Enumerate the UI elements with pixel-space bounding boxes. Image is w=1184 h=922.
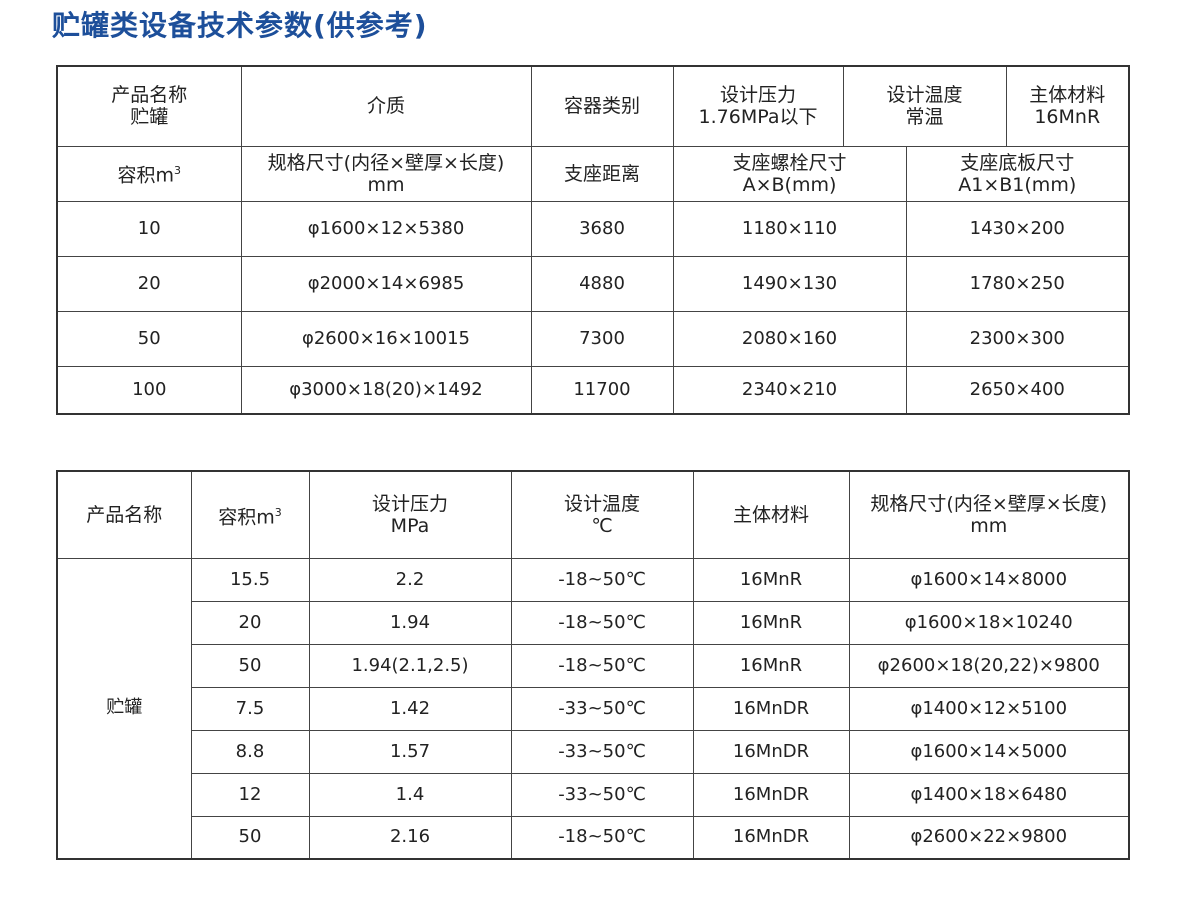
table-cell: 2.2 [308, 557, 512, 602]
table-cell: φ1600×14×5000 [848, 729, 1130, 774]
table-cell: 16MnDR [692, 772, 850, 817]
table-cell: 16MnR [692, 600, 850, 645]
table-row: 8.8 1.57 -33~50℃ 16MnDR φ1600×14×5000 [57, 729, 1130, 774]
table-cell: 50 [56, 310, 242, 367]
table-row: 10 φ1600×12×5380 3680 1180×110 1430×200 [56, 200, 1130, 257]
tank-spec-table-1: 产品名称 贮罐 介质 容器类别 设计压力 1.76MPa以下 设计温度 常温 主体材料… [56, 65, 1131, 415]
table-cell: φ2600×16×10015 [240, 310, 532, 367]
header-cell: 产品名称 [56, 470, 192, 559]
table-cell: -18~50℃ [510, 557, 694, 602]
table-cell: 1.42 [308, 686, 512, 731]
table-cell: 2080×160 [672, 310, 907, 367]
tank-spec-table-2: 产品名称 容积m3 设计压力 MPa 设计温度 ℃ 主体材料 规格尺寸(内径×壁厚×… [56, 470, 1130, 860]
table-cell: -33~50℃ [510, 772, 694, 817]
table-cell: 7.5 [190, 686, 310, 731]
table-cell: 20 [190, 600, 310, 645]
table-cell: 1490×130 [672, 255, 907, 312]
table-row: 50 1.94(2.1,2.5) -18~50℃ 16MnR φ2600×18(20,2… [57, 643, 1130, 688]
table-cell: 3680 [530, 200, 674, 257]
header-cell: 规格尺寸(内径×壁厚×长度) mm [848, 470, 1130, 559]
table-cell: 8.8 [190, 729, 310, 774]
header-cell: 规格尺寸(内径×壁厚×长度) mm [240, 145, 532, 202]
table-cell: 2340×210 [672, 365, 907, 415]
table-cell: 1430×200 [905, 200, 1130, 257]
table-cell: 11700 [530, 365, 674, 415]
table-cell: 50 [190, 815, 310, 860]
table-cell: 2300×300 [905, 310, 1130, 367]
table2-header-row: 产品名称 容积m3 设计压力 MPa 设计温度 ℃ 主体材料 规格尺寸(内径×壁厚×… [56, 470, 1130, 559]
table-cell: 16MnDR [692, 686, 850, 731]
table-cell: 2.16 [308, 815, 512, 860]
page-title: 贮罐类设备技术参数(供参考) [52, 9, 428, 42]
header-cell: 容积m3 [56, 145, 242, 202]
header-cell: 容积m3 [190, 470, 310, 559]
header-cell: 产品名称 贮罐 [56, 65, 242, 147]
header-cell: 介质 [240, 65, 532, 147]
table-row: 100 φ3000×18(20)×1492 11700 2340×210 2650×40… [56, 365, 1130, 415]
table-cell: -18~50℃ [510, 643, 694, 688]
table-cell: 16MnDR [692, 815, 850, 860]
table-cell: 12 [190, 772, 310, 817]
header-cell: 设计压力 MPa [308, 470, 512, 559]
table-cell: -33~50℃ [510, 729, 694, 774]
product-name-cell: 贮罐 [56, 557, 192, 860]
table-cell: 16MnR [692, 557, 850, 602]
table1-header-row-2: 容积m3 规格尺寸(内径×壁厚×长度) mm 支座距离 支座螺栓尺寸 A×B(mm)… [56, 145, 1130, 202]
header-cell: 设计温度 ℃ [510, 470, 694, 559]
table-cell: 100 [56, 365, 242, 415]
table-cell: -33~50℃ [510, 686, 694, 731]
table-cell: 15.5 [190, 557, 310, 602]
table-row: 20 φ2000×14×6985 4880 1490×130 1780×250 [56, 255, 1130, 312]
table-cell: 16MnR [692, 643, 850, 688]
header-cell: 设计压力 1.76MPa以下 [672, 65, 844, 147]
table-cell: 4880 [530, 255, 674, 312]
table-cell: 50 [190, 643, 310, 688]
table-row: 12 1.4 -33~50℃ 16MnDR φ1400×18×6480 [57, 772, 1130, 817]
table-cell: 1.94 [308, 600, 512, 645]
header-cell: 支座螺栓尺寸 A×B(mm) [672, 145, 907, 202]
header-cell: 主体材料 16MnR [1005, 65, 1130, 147]
table-cell: φ1400×12×5100 [848, 686, 1130, 731]
header-cell: 主体材料 [692, 470, 850, 559]
table-cell: 1780×250 [905, 255, 1130, 312]
table-cell: φ2000×14×6985 [240, 255, 532, 312]
table-cell: φ2600×18(20,22)×9800 [848, 643, 1130, 688]
table-cell: 20 [56, 255, 242, 312]
table-cell: φ1600×14×8000 [848, 557, 1130, 602]
table-row: 50 2.16 -18~50℃ 16MnDR φ2600×22×9800 [57, 815, 1130, 860]
table-cell: φ1400×18×6480 [848, 772, 1130, 817]
table-row: 贮罐 15.5 2.2 -18~50℃ 16MnR φ1600×14×8000 [56, 557, 1130, 860]
header-cell: 支座距离 [530, 145, 674, 202]
table-cell: 2650×400 [905, 365, 1130, 415]
header-cell: 设计温度 常温 [842, 65, 1007, 147]
header-cell: 容器类别 [530, 65, 674, 147]
table-cell: φ3000×18(20)×1492 [240, 365, 532, 415]
table-cell: 1.94(2.1,2.5) [308, 643, 512, 688]
table-cell: -18~50℃ [510, 815, 694, 860]
table1-header-row-1: 产品名称 贮罐 介质 容器类别 设计压力 1.76MPa以下 设计温度 常温 主体材料… [56, 65, 1130, 147]
table-cell: 16MnDR [692, 729, 850, 774]
header-cell: 支座底板尺寸 A1×B1(mm) [905, 145, 1130, 202]
table-cell: φ1600×18×10240 [848, 600, 1130, 645]
table-cell: φ2600×22×9800 [848, 815, 1130, 860]
table-row: 50 φ2600×16×10015 7300 2080×160 2300×300 [56, 310, 1130, 367]
table-cell: 1.57 [308, 729, 512, 774]
table-row: 7.5 1.42 -33~50℃ 16MnDR φ1400×12×5100 [57, 686, 1130, 731]
table-cell: 7300 [530, 310, 674, 367]
table-row: 20 1.94 -18~50℃ 16MnR φ1600×18×10240 [57, 600, 1130, 645]
table-cell: 1180×110 [672, 200, 907, 257]
table-cell: 10 [56, 200, 242, 257]
table-cell: 1.4 [308, 772, 512, 817]
table-cell: -18~50℃ [510, 600, 694, 645]
table-cell: φ1600×12×5380 [240, 200, 532, 257]
